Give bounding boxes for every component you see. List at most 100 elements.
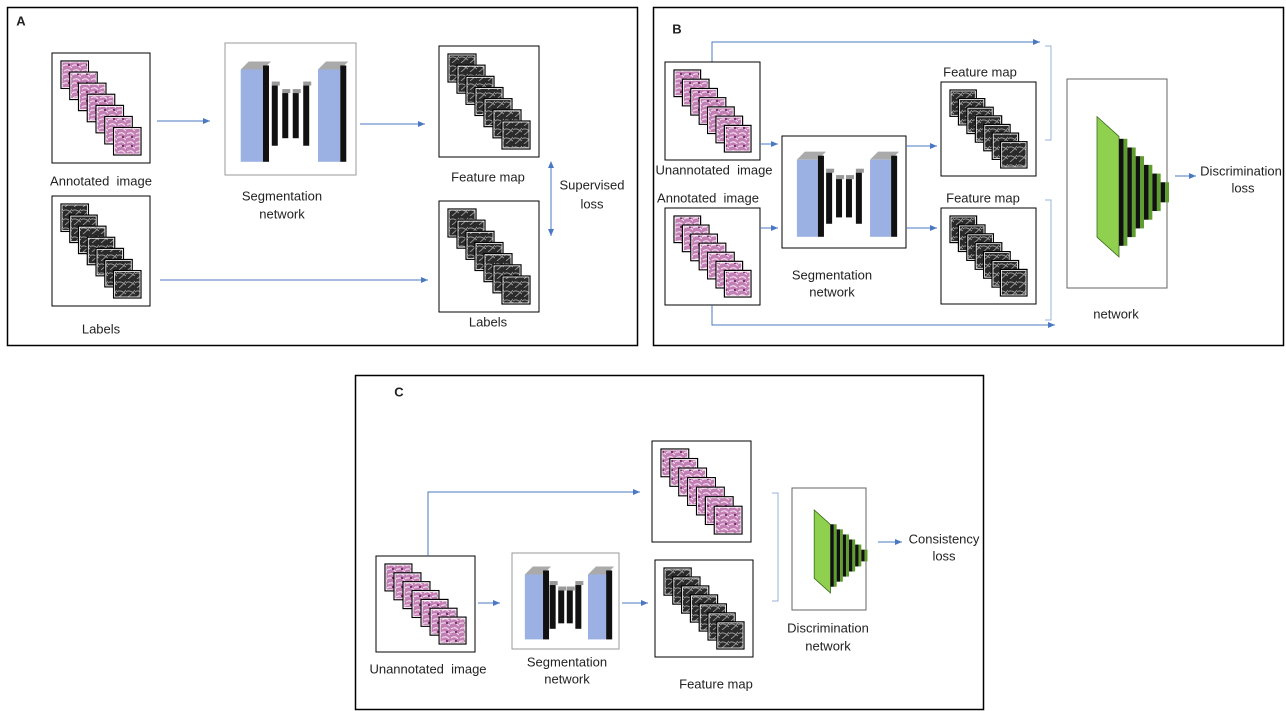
labels-label: Labels: [469, 314, 508, 329]
discriminator-layer-side: [1140, 156, 1144, 228]
conv-layer-top: [567, 587, 575, 591]
conv-layer-top: [558, 587, 566, 591]
conv-layer: [856, 173, 862, 224]
feature-map-label: Feature map: [451, 169, 525, 184]
discriminator-layer-side: [852, 540, 855, 572]
arrow: [428, 492, 640, 556]
segmentation-label: network: [259, 206, 305, 221]
segmentation-label: Segmentation: [242, 188, 322, 203]
discriminator-layer: [1136, 156, 1141, 228]
encoder-slab: [797, 160, 818, 237]
annotated-image-label: Annotated image: [50, 173, 152, 188]
supervised-loss-label: Supervised: [559, 177, 624, 192]
discriminator-face: [1097, 117, 1119, 257]
conv-layer-top: [550, 581, 558, 585]
conv-layer: [550, 585, 556, 629]
feature-map-label: Feature map: [946, 190, 1020, 205]
encoder-slab: [318, 69, 340, 161]
conv-layer: [826, 173, 832, 224]
panel-label: B: [672, 21, 681, 36]
conv-layer: [836, 179, 842, 217]
discriminator-layer: [1161, 182, 1166, 202]
conv-layer-top: [272, 82, 280, 86]
panel-label: C: [394, 384, 404, 399]
conv-layer-top: [303, 82, 311, 86]
conv-layer: [846, 179, 852, 217]
discriminator-layer: [1144, 165, 1149, 220]
image-tile: [714, 506, 742, 534]
discrimination-network-label: network: [1093, 306, 1139, 321]
segmentation-label: network: [809, 284, 855, 299]
supervised-loss-label: loss: [580, 196, 604, 211]
conv-layer-top: [293, 89, 301, 93]
discriminator-layer-side: [1149, 165, 1153, 220]
discriminator-layer: [855, 545, 858, 567]
discriminator-face: [814, 510, 830, 593]
slab-edge: [818, 156, 824, 237]
conv-layer-top: [826, 169, 834, 173]
slab-edge: [543, 570, 549, 639]
discriminator-layer-side: [1124, 139, 1128, 246]
image-tile: [502, 121, 530, 149]
bracket: [1045, 200, 1051, 320]
conv-layer: [567, 591, 573, 624]
conv-layer-top: [836, 175, 844, 179]
slab-edge: [606, 570, 612, 639]
encoder-slab: [241, 69, 263, 161]
annotated-image-label: Annotated image: [657, 190, 759, 205]
discriminator-layer-side: [834, 524, 837, 586]
bracket: [1045, 46, 1051, 140]
discrimination-loss-label: Discrimination: [1200, 163, 1282, 178]
conv-layer-top: [282, 89, 290, 93]
discriminator-layer: [830, 524, 833, 586]
feature-map-label: Feature map: [679, 676, 753, 691]
image-tile: [1001, 142, 1027, 168]
encoder-slab: [525, 574, 543, 639]
image-tile: [114, 128, 141, 155]
feature-map-label: Feature map: [943, 64, 1017, 79]
discriminator-layer: [843, 534, 846, 576]
discrimination-network-label: network: [805, 638, 851, 653]
conv-layer-top: [575, 581, 583, 585]
image-tile: [502, 276, 530, 304]
consistency-loss-label: loss: [932, 548, 956, 563]
image-tile: [717, 622, 744, 649]
conv-layer: [558, 591, 564, 624]
discrimination-network-label: Discrimination: [787, 620, 869, 635]
figure: A Annotated image Labels Segmentation networ…: [0, 0, 1286, 711]
discriminator-layer-side: [846, 534, 849, 576]
image-tile: [114, 271, 141, 298]
arrow: [712, 42, 1040, 62]
conv-layer: [293, 93, 299, 138]
discriminator-layer-side: [865, 550, 868, 562]
panel-label: A: [16, 13, 26, 28]
discriminator-layer: [1127, 147, 1132, 237]
discriminator-layer: [861, 550, 864, 562]
conv-layer: [272, 86, 278, 146]
discriminator-layer-side: [1165, 182, 1169, 202]
encoder-slab: [588, 574, 606, 639]
discriminator-layer-side: [1157, 174, 1161, 211]
consistency-loss-label: Consistency: [909, 531, 980, 546]
discriminator-layer: [849, 540, 852, 572]
page: A Annotated image Labels Segmentation networ…: [0, 0, 1286, 711]
slab-edge: [340, 65, 346, 161]
unannotated-image-label: Unannotated image: [369, 661, 486, 676]
discriminator-layer: [1152, 174, 1157, 211]
segmentation-label: Segmentation: [527, 654, 607, 669]
conv-layer-top: [856, 169, 864, 173]
image-tile: [439, 617, 466, 644]
labels-label: Labels: [82, 321, 121, 336]
conv-layer: [303, 86, 309, 146]
conv-layer: [575, 585, 581, 629]
segmentation-label: Segmentation: [792, 267, 872, 282]
image-tile: [1000, 269, 1027, 296]
discriminator-layer: [837, 529, 840, 581]
image-tile: [724, 125, 751, 152]
slab-edge: [891, 156, 897, 237]
bracket: [772, 493, 778, 601]
arrow: [712, 305, 1055, 325]
conv-layer: [282, 93, 288, 138]
discriminator-layer-side: [840, 529, 843, 581]
slab-edge: [263, 65, 269, 161]
